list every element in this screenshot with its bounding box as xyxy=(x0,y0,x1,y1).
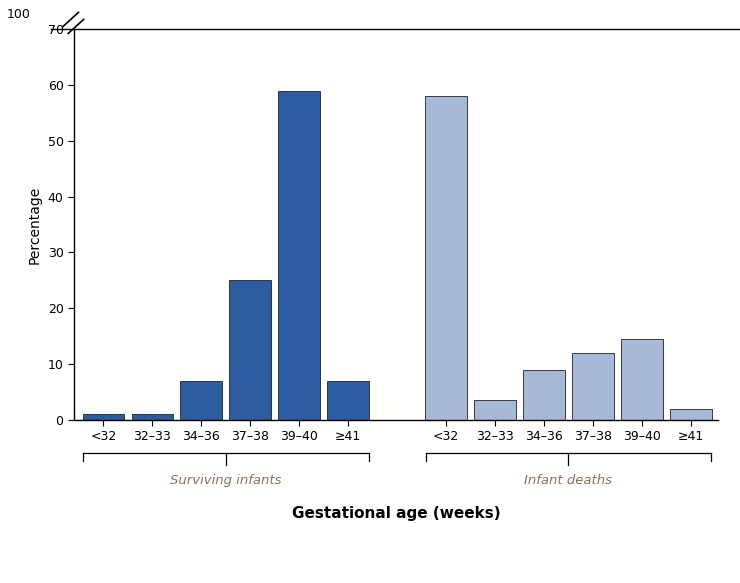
Bar xyxy=(181,381,222,420)
Text: 100: 100 xyxy=(7,8,30,22)
Bar xyxy=(572,353,613,420)
Bar xyxy=(474,400,516,420)
Bar xyxy=(523,370,565,420)
Bar xyxy=(132,414,173,420)
Bar xyxy=(621,339,663,420)
Text: Gestational age (weeks): Gestational age (weeks) xyxy=(292,505,500,521)
Bar xyxy=(670,409,712,420)
Text: Infant deaths: Infant deaths xyxy=(525,475,613,487)
Y-axis label: Percentage: Percentage xyxy=(28,185,42,264)
Bar xyxy=(327,381,369,420)
Bar xyxy=(229,280,271,420)
Bar xyxy=(425,96,467,420)
Bar xyxy=(83,414,124,420)
Bar xyxy=(278,90,320,420)
Text: Surviving infants: Surviving infants xyxy=(170,475,281,487)
